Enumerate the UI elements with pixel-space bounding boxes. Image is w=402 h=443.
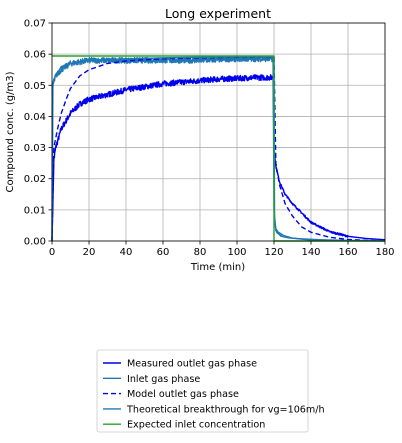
ticks: 0 20 40 60 80 100 120 140 160 180 0.00 0.01 0.02 0.03… bbox=[24, 19, 395, 259]
series-line-1 bbox=[51, 55, 386, 242]
x-tick-label: 0 bbox=[49, 247, 55, 258]
legend: Measured outlet gas phase Inlet gas phase… bbox=[96, 349, 325, 433]
x-tick-label: 20 bbox=[83, 247, 96, 258]
x-tick-label: 140 bbox=[301, 247, 320, 258]
y-tick-label: 0.01 bbox=[24, 205, 46, 216]
y-tick-label: 0.02 bbox=[24, 174, 46, 185]
x-tick-label: 80 bbox=[194, 247, 207, 258]
chart-title: Long experiment bbox=[165, 6, 271, 21]
series-line-0 bbox=[51, 74, 386, 242]
legend-label: Inlet gas phase bbox=[127, 374, 200, 385]
series-layer bbox=[51, 55, 386, 242]
x-tick-label: 120 bbox=[264, 247, 283, 258]
y-tick-label: 0.00 bbox=[24, 237, 46, 248]
legend-label: Measured outlet gas phase bbox=[127, 359, 257, 370]
x-tick-label: 180 bbox=[375, 247, 394, 258]
series-line-3 bbox=[51, 55, 386, 242]
x-tick-label: 60 bbox=[157, 247, 170, 258]
x-tick-label: 100 bbox=[227, 247, 246, 258]
legend-frame bbox=[96, 349, 309, 433]
y-tick-label: 0.07 bbox=[24, 19, 46, 30]
legend-label: Expected inlet concentration bbox=[127, 420, 265, 431]
y-axis-label: Compound conc. (g/m3) bbox=[5, 71, 16, 192]
y-tick-label: 0.03 bbox=[24, 143, 46, 154]
plot-frame bbox=[51, 22, 386, 242]
y-tick-label: 0.06 bbox=[24, 50, 46, 61]
y-tick-label: 0.05 bbox=[24, 81, 46, 92]
x-tick-label: 40 bbox=[120, 247, 133, 258]
series-line-2 bbox=[51, 56, 386, 242]
x-axis-label: Time (min) bbox=[190, 262, 245, 273]
legend-label: Theoretical breakthrough for vg=106m/h bbox=[126, 404, 325, 415]
legend-label: Model outlet gas phase bbox=[127, 389, 239, 400]
series-line-4 bbox=[52, 55, 385, 242]
y-tick-label: 0.04 bbox=[24, 112, 46, 123]
x-tick-label: 160 bbox=[338, 247, 357, 258]
